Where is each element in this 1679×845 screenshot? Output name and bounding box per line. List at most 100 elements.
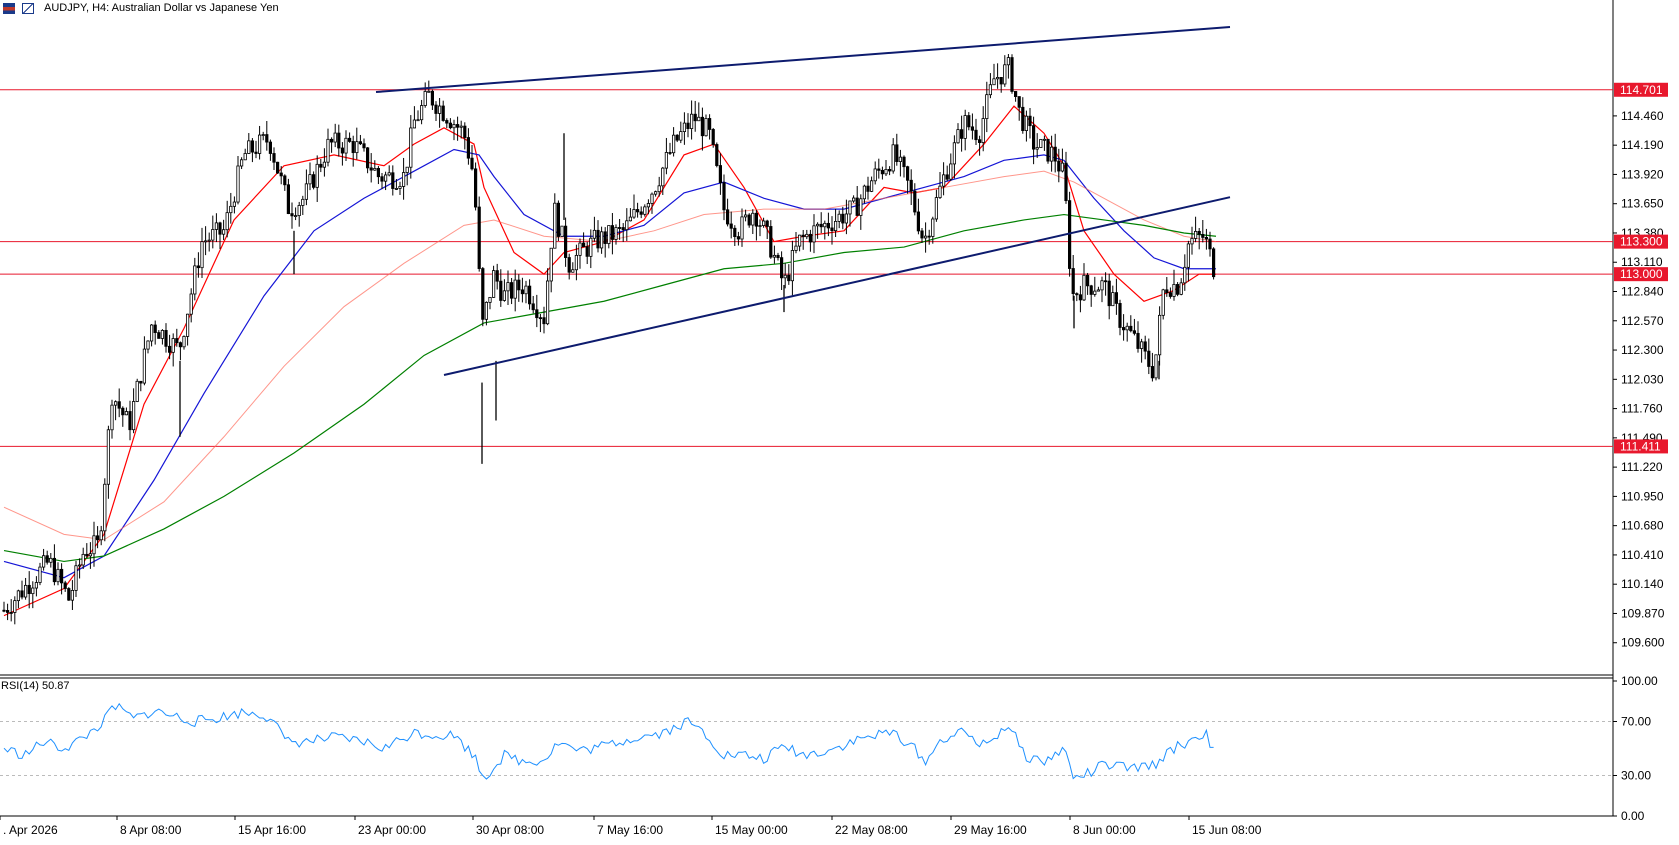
candle-body xyxy=(1082,274,1086,301)
candle-body xyxy=(1194,231,1198,239)
candle-body xyxy=(34,582,39,589)
candle-body xyxy=(643,206,647,215)
candle-body xyxy=(257,134,262,154)
candle-body xyxy=(182,336,186,348)
candle-body xyxy=(751,212,755,226)
candle-body xyxy=(20,590,24,598)
candle-body xyxy=(142,348,146,384)
candle-body xyxy=(632,209,636,218)
candle-body xyxy=(178,342,182,348)
candle-body xyxy=(744,214,748,218)
candle-body xyxy=(895,144,899,162)
candle-body xyxy=(160,330,164,339)
candle-body xyxy=(293,215,298,217)
candle-body xyxy=(369,167,373,171)
candle-body xyxy=(236,165,240,203)
candle-body xyxy=(571,269,575,273)
candle-body xyxy=(164,330,168,347)
candle-body xyxy=(70,590,74,601)
candle-body xyxy=(347,137,352,142)
candle-body xyxy=(121,407,125,416)
candle-body xyxy=(916,211,921,232)
candle-body xyxy=(254,151,258,154)
candle-body xyxy=(790,250,795,282)
chart-type-icon[interactable] xyxy=(3,2,15,14)
candle-body xyxy=(308,174,312,185)
candle-body xyxy=(1035,147,1039,150)
candle-body xyxy=(621,227,625,231)
price-tick-label: 110.680 xyxy=(1621,519,1664,533)
candle-body xyxy=(1158,314,1162,356)
candle-body xyxy=(675,134,679,141)
candle-body xyxy=(967,115,971,128)
candle-body xyxy=(311,174,316,188)
candle-body xyxy=(668,152,672,154)
candle-body xyxy=(553,202,557,249)
candle-body xyxy=(315,163,319,188)
candle-body xyxy=(585,246,589,257)
candle-body xyxy=(952,142,957,165)
candle-body xyxy=(1165,289,1169,294)
candle-body xyxy=(830,227,834,232)
candle-body xyxy=(60,568,64,584)
candle-body xyxy=(693,113,697,122)
symbol-title: AUDJPY, H4: Australian Dollar vs Japanes… xyxy=(44,2,279,14)
candle-body xyxy=(560,225,564,237)
candle-body xyxy=(758,225,762,227)
candle-body xyxy=(664,152,669,169)
candle-body xyxy=(214,222,218,230)
candle-body xyxy=(1017,96,1021,108)
candle-body xyxy=(189,293,193,315)
candle-body xyxy=(1208,238,1212,250)
candle-body xyxy=(736,236,741,240)
candle-body xyxy=(902,156,906,168)
candle-body xyxy=(614,227,618,240)
candle-body xyxy=(718,165,723,184)
candle-body xyxy=(1154,354,1158,379)
candle-body xyxy=(149,324,154,342)
candle-body xyxy=(841,213,845,224)
candle-body xyxy=(495,270,499,282)
candle-body xyxy=(992,78,996,86)
candle-body xyxy=(1032,125,1036,150)
candle-body xyxy=(81,553,85,566)
candle-body xyxy=(754,212,759,227)
time-tick-label: . Apr 2026 xyxy=(3,823,58,837)
candle-body xyxy=(1053,146,1057,162)
candle-body xyxy=(207,239,211,242)
candle-body xyxy=(1147,350,1151,367)
time-tick-label: 15 Apr 16:00 xyxy=(238,823,306,837)
candle-body xyxy=(823,222,827,228)
candle-body xyxy=(1129,325,1133,332)
candle-body xyxy=(942,174,946,187)
candle-body xyxy=(549,247,553,282)
window-icon[interactable] xyxy=(22,2,34,14)
moving-averages xyxy=(3,105,1217,617)
candle-body xyxy=(250,140,254,153)
candle-body xyxy=(934,197,939,220)
candle-body xyxy=(463,125,467,138)
candle-body xyxy=(484,301,489,320)
candle-body xyxy=(1096,289,1100,292)
candle-body xyxy=(358,141,363,145)
candle-body xyxy=(42,555,46,568)
candle-body xyxy=(13,600,17,613)
candle-body xyxy=(898,156,903,162)
candle-body xyxy=(135,380,139,402)
candle-body xyxy=(470,157,474,170)
price-tick-label: 111.760 xyxy=(1621,402,1663,416)
time-tick-label: 23 Apr 00:00 xyxy=(358,823,426,837)
candle-body xyxy=(103,483,107,532)
candle-body xyxy=(1114,292,1118,304)
candle-body xyxy=(801,234,805,238)
candle-body xyxy=(1183,266,1187,284)
rsi-tick-label: 0.00 xyxy=(1621,809,1645,823)
candle-body xyxy=(1143,341,1147,352)
candle-body xyxy=(999,77,1003,85)
candle-body xyxy=(513,279,517,299)
candle-body xyxy=(124,411,128,416)
ma-line-mid xyxy=(3,148,1216,579)
candle-body xyxy=(996,77,1000,80)
